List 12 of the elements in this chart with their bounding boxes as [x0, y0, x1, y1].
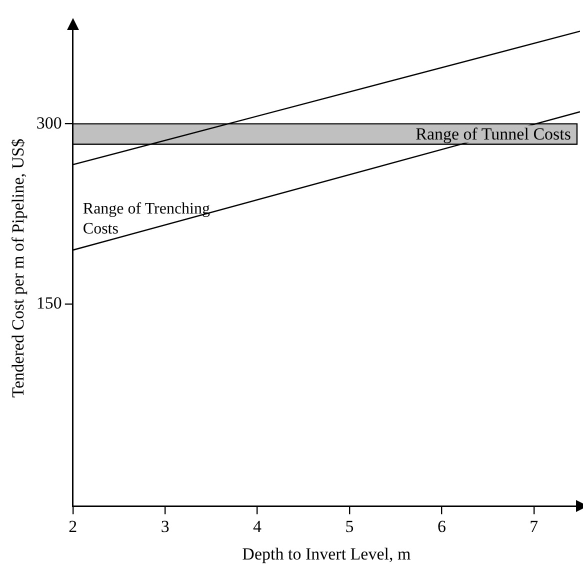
x-tick-label: 2 — [68, 516, 78, 536]
band-label: Range of Tunnel Costs — [416, 124, 571, 144]
y-axis-title: Tendered Cost per m of Pipeline, US$ — [8, 138, 28, 398]
y-tick-label: 300 — [36, 113, 62, 132]
annotation: Range of Trenching Costs — [82, 200, 210, 238]
y-tick-label: 150 — [36, 294, 62, 313]
x-tick-label: 3 — [160, 516, 170, 536]
x-axis-title: Depth to Invert Level, m — [242, 544, 411, 564]
x-tick-label: 7 — [530, 516, 539, 536]
x-tick-label: 6 — [437, 516, 446, 536]
x-tick-label: 5 — [345, 516, 354, 536]
x-tick-label: 4 — [253, 516, 262, 536]
